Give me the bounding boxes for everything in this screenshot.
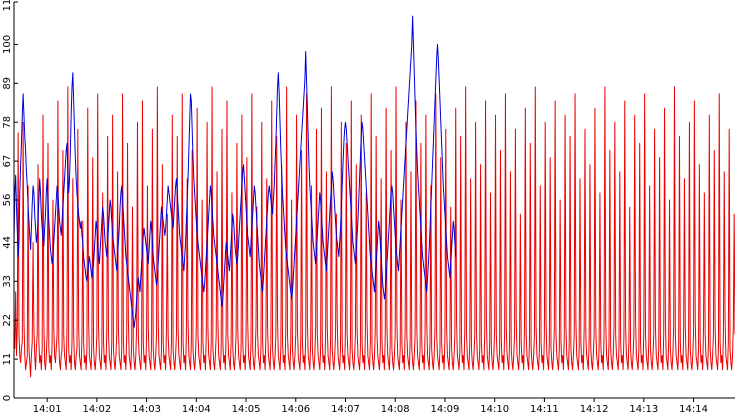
- y-tick-label: 112: [2, 0, 13, 12]
- x-tick-label: 14:06: [281, 404, 310, 415]
- y-tick-label: 100: [2, 35, 13, 54]
- y-tick-label: 78: [2, 116, 13, 129]
- y-tick-label: 89: [2, 77, 13, 90]
- x-tick-label: 14:14: [679, 404, 708, 415]
- series-line-blue: [13, 15, 457, 328]
- y-tick-label: 44: [2, 236, 13, 249]
- y-tick-label: 11: [2, 353, 13, 366]
- y-axis-ticks: 0 11 22 33 44 56 67 78 89 100 112: [2, 0, 18, 401]
- y-tick-label: 56: [2, 194, 13, 207]
- x-tick-label: 14:10: [480, 404, 509, 415]
- y-tick-label: 22: [2, 314, 13, 327]
- x-tick-label: 14:05: [232, 404, 261, 415]
- x-tick-label: 14:03: [132, 404, 161, 415]
- y-tick-label: 67: [2, 155, 13, 168]
- x-tick-label: 14:12: [580, 404, 609, 415]
- x-tick-label: 14:11: [530, 404, 559, 415]
- y-tick-label: 33: [2, 275, 13, 288]
- x-tick-label: 14:13: [629, 404, 658, 415]
- x-axis-ticks: 14:01 14:02 14:03 14:04 14:05 14:06 14:07 14:08…: [33, 398, 708, 415]
- series-layer: [13, 15, 735, 378]
- y-tick-label: 0: [2, 395, 13, 401]
- x-tick-label: 14:07: [331, 404, 360, 415]
- x-tick-label: 14:04: [182, 404, 211, 415]
- x-tick-label: 14:02: [82, 404, 111, 415]
- x-tick-label: 14:09: [431, 404, 460, 415]
- x-tick-label: 14:08: [381, 404, 410, 415]
- x-tick-label: 14:01: [33, 404, 62, 415]
- series-line-red: [13, 86, 735, 378]
